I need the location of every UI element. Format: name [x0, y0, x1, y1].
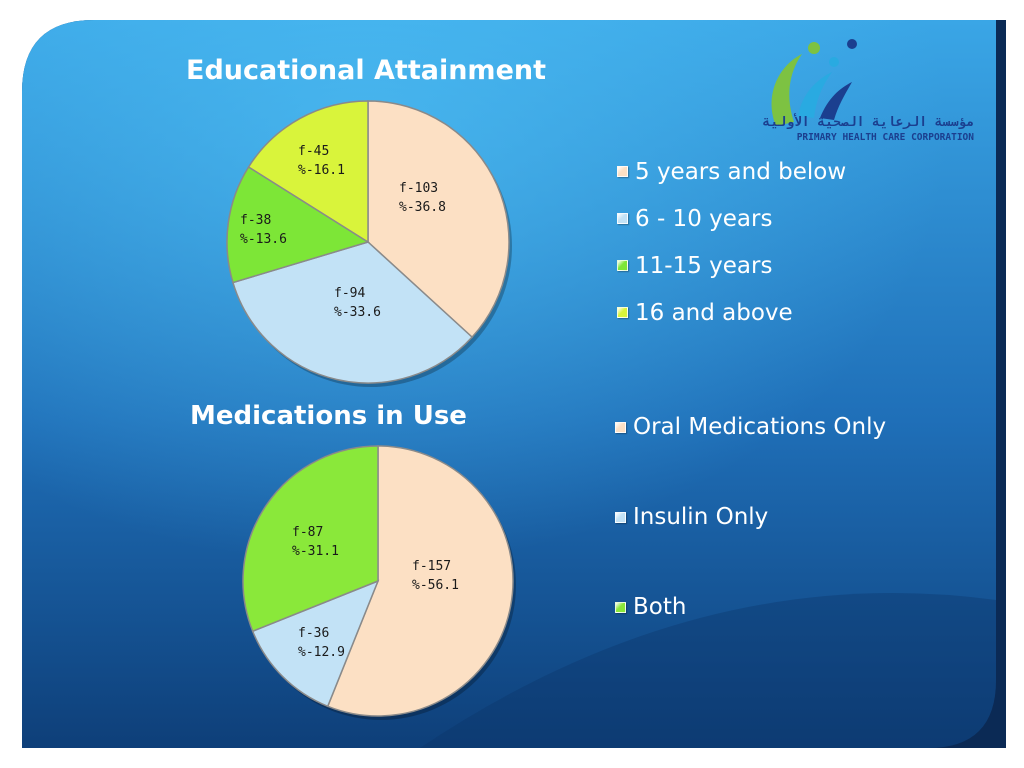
chart-title-medications-in-use: Medications in Use [190, 401, 467, 431]
legend-label: Both [633, 594, 687, 620]
legend-swatch [615, 602, 626, 613]
legend-item: 6 - 10 years [617, 195, 846, 242]
legend-educational-attainment: 5 years and below 6 - 10 years 11-15 yea… [617, 148, 846, 336]
legend-label: 6 - 10 years [635, 205, 773, 232]
legend-swatch [615, 422, 626, 433]
logo-head-green [808, 42, 820, 54]
legend-swatch [617, 307, 628, 318]
legend-label: 11-15 years [635, 252, 773, 279]
legend-item: Both [615, 590, 886, 680]
logo-head-blue [829, 57, 839, 67]
legend-item: 5 years and below [617, 148, 846, 195]
logo-figure-green [771, 54, 802, 126]
chart-title-educational-attainment: Educational Attainment [186, 55, 547, 86]
legend-item: Oral Medications Only [615, 410, 886, 500]
legend-item: 16 and above [617, 289, 846, 336]
legend-swatch [617, 213, 628, 224]
logo-english-text: PRIMARY HEALTH CARE CORPORATION [797, 132, 975, 143]
logo-figure-navy [820, 82, 852, 120]
legend-item: 11-15 years [617, 242, 846, 289]
legend-label: 16 and above [635, 299, 793, 326]
legend-swatch [617, 260, 628, 271]
decorative-swoosh [420, 592, 996, 748]
legend-swatch [615, 512, 626, 523]
logo-figure-blue [798, 72, 832, 118]
legend-label: Oral Medications Only [633, 414, 887, 440]
logo-head-navy [847, 39, 857, 49]
legend-medications-in-use: Oral Medications Only Insulin Only Both [615, 410, 886, 680]
legend-label: Insulin Only [633, 504, 769, 530]
logo-arabic-text: مؤسسة الرعاية الصحية الأولية [763, 113, 974, 130]
legend-label: 5 years and below [635, 158, 847, 185]
legend-swatch [617, 166, 628, 177]
logo: مؤسسة الرعاية الصحية الأولية PRIMARY HEA… [763, 39, 975, 143]
legend-item: Insulin Only [615, 500, 886, 590]
